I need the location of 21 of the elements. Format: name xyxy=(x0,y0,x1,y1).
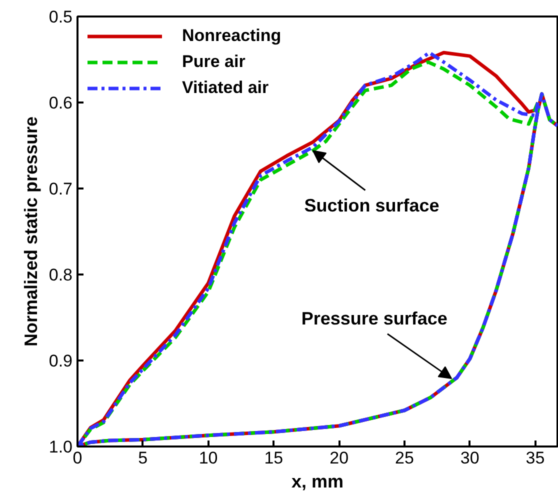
y-tick-label: 1.0 xyxy=(48,438,73,456)
legend-label: Vitiated air xyxy=(182,78,269,98)
y-tick-label: 0.7 xyxy=(48,180,73,198)
x-tick-label: 10 xyxy=(198,448,218,468)
annotation: Pressure surface xyxy=(301,308,448,328)
x-tick-label: 35 xyxy=(526,448,545,468)
y-tick-label: 0.8 xyxy=(48,266,73,284)
x-tick-label: 5 xyxy=(138,448,148,468)
y-tick-label: 0.9 xyxy=(48,352,73,370)
x-axis-title: x, mm xyxy=(291,472,344,492)
x-tick-label: 0 xyxy=(72,448,82,468)
x-tick-label: 25 xyxy=(395,448,414,468)
x-tick-label: 15 xyxy=(264,448,284,468)
legend-label: Nonreacting xyxy=(182,26,282,46)
x-tick-label: 20 xyxy=(330,448,349,468)
x-tick-label: 30 xyxy=(460,448,480,468)
annotation: Suction surface xyxy=(304,196,440,216)
y-tick-label: 0.5 xyxy=(48,8,73,26)
y-axis-title: Normalized static pressure xyxy=(20,116,41,347)
legend-label: Pure air xyxy=(182,52,246,72)
y-tick-label: 0.6 xyxy=(48,94,73,112)
